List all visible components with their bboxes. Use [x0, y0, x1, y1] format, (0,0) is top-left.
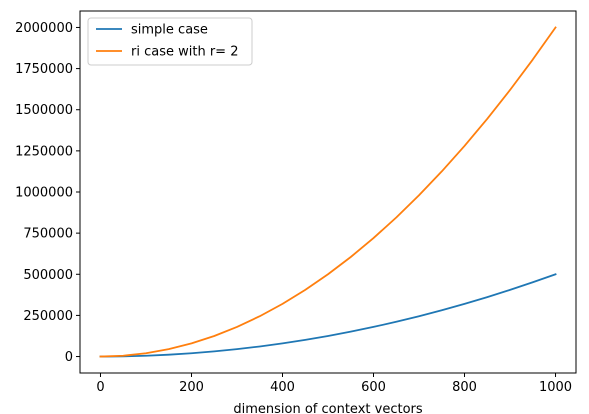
x-tick-label: 800 — [452, 380, 477, 395]
legend-label-2: ri case with r= 2 — [131, 45, 238, 60]
y-tick-label: 1000000 — [15, 186, 73, 201]
y-tick-label: 750000 — [23, 227, 73, 242]
x-axis-label: dimension of context vectors — [233, 402, 423, 414]
x-tick-label: 200 — [179, 380, 204, 395]
y-axis-ticks: 0 250000 500000 750000 1000000 1250000 1500000… — [15, 21, 80, 365]
x-tick-label: 400 — [270, 380, 295, 395]
plot-area — [80, 11, 576, 373]
y-tick-label: 1250000 — [15, 144, 73, 159]
y-tick-label: 1500000 — [15, 103, 73, 118]
x-axis-ticks: 0 200 400 600 800 1000 — [96, 373, 572, 395]
y-tick-label: 500000 — [23, 268, 73, 283]
legend-box — [87, 17, 253, 66]
x-tick-label: 0 — [96, 380, 104, 395]
x-tick-label: 1000 — [539, 380, 572, 395]
y-tick-label: 250000 — [23, 309, 73, 324]
x-tick-label: 600 — [361, 380, 386, 395]
legend: simple case ri case with r= 2 — [87, 17, 253, 66]
series-line-1 — [99, 273, 557, 358]
series-lines — [99, 26, 557, 358]
series-line-2 — [99, 26, 557, 358]
y-tick-label: 1750000 — [15, 62, 73, 77]
y-tick-label: 2000000 — [15, 21, 73, 36]
legend-label-1: simple case — [131, 23, 208, 38]
y-tick-label: 0 — [65, 350, 73, 365]
